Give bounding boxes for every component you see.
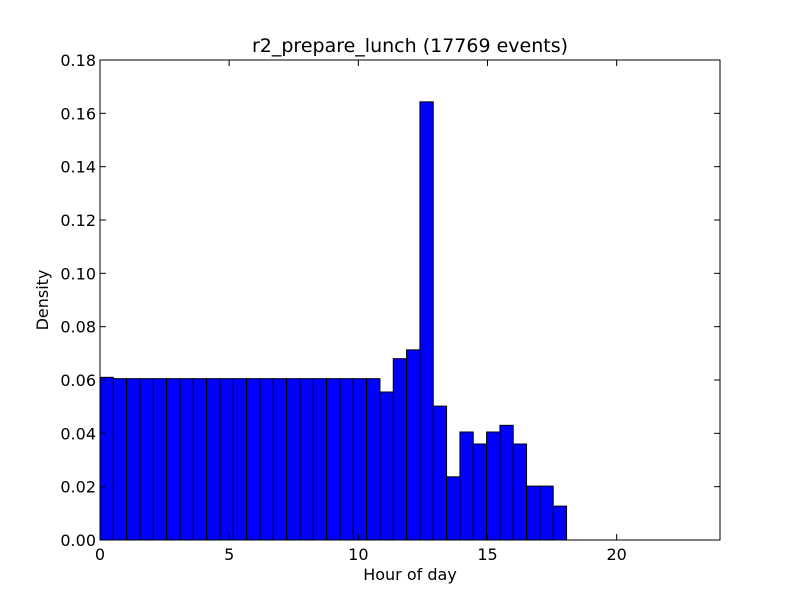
histogram-bar-27 <box>459 431 474 541</box>
histogram-bar-5 <box>166 378 181 541</box>
histogram-bar-12 <box>259 378 274 541</box>
histogram-bar-25 <box>432 405 448 541</box>
y-tick-label-6: 0.12 <box>60 211 96 230</box>
histogram-bar-14 <box>286 378 301 541</box>
y-axis-title: Density <box>33 270 52 331</box>
histogram-bar-16 <box>312 378 328 541</box>
histogram-bar-4 <box>152 378 168 541</box>
y-tick-label-8: 0.16 <box>60 104 96 123</box>
x-tick-label-4: 20 <box>606 545 626 564</box>
x-tick-label-1: 5 <box>224 545 234 564</box>
x-tick-label-3: 15 <box>477 545 497 564</box>
y-tick-label-5: 0.10 <box>60 264 96 283</box>
histogram-bar-33 <box>539 485 554 541</box>
y-tick-label-9: 0.18 <box>60 51 96 70</box>
chart-title: r2_prepare_lunch (17769 events) <box>252 35 568 57</box>
histogram-bar-24 <box>419 101 434 541</box>
histogram-bar-23 <box>406 349 421 541</box>
histogram-bar-28 <box>472 443 488 541</box>
histogram-bar-2 <box>126 378 141 541</box>
y-tick-label-0: 0.00 <box>60 531 96 550</box>
histogram-bar-13 <box>272 378 288 541</box>
histogram-bar-6 <box>179 378 194 541</box>
histogram-bar-21 <box>379 391 394 541</box>
y-tick-label-4: 0.08 <box>60 318 96 337</box>
plot-frame <box>99 59 721 541</box>
ticks-group <box>99 59 720 541</box>
x-tick-label-2: 10 <box>348 545 368 564</box>
histogram-bar-9 <box>219 378 234 541</box>
histogram-bar-0 <box>99 376 114 541</box>
histogram-bar-22 <box>392 358 408 541</box>
histogram-bar-8 <box>206 378 221 541</box>
y-tick-label-3: 0.06 <box>60 371 96 390</box>
histogram-bar-11 <box>246 378 261 541</box>
y-tick-label-2: 0.04 <box>60 424 96 443</box>
histogram-bar-20 <box>366 378 381 541</box>
y-tick-label-7: 0.14 <box>60 158 96 177</box>
histogram-bar-1 <box>112 378 128 541</box>
histogram-bar-32 <box>526 485 541 541</box>
y-tick-label-1: 0.02 <box>60 478 96 497</box>
histogram-bar-10 <box>232 378 248 541</box>
histogram-bar-30 <box>499 424 514 541</box>
histogram-bar-29 <box>486 431 501 541</box>
histogram-bar-26 <box>446 476 461 541</box>
histogram-bar-31 <box>512 443 528 541</box>
histogram-bar-19 <box>352 378 368 541</box>
histogram-bar-34 <box>552 505 568 541</box>
histogram-bar-18 <box>339 378 354 541</box>
bars-group <box>99 101 568 541</box>
x-tick-label-0: 0 <box>95 545 105 564</box>
tick-labels-group: 0 5 10 15 20 0.00 0.02 0.04 0.06 0.08 0.10 0.12 0.14… <box>60 51 626 564</box>
x-axis-title: Hour of day <box>363 565 457 584</box>
histogram-bar-3 <box>139 378 154 541</box>
histogram-bar-15 <box>299 378 314 541</box>
histogram-bar-7 <box>192 378 208 541</box>
histogram-bar-17 <box>326 378 341 541</box>
